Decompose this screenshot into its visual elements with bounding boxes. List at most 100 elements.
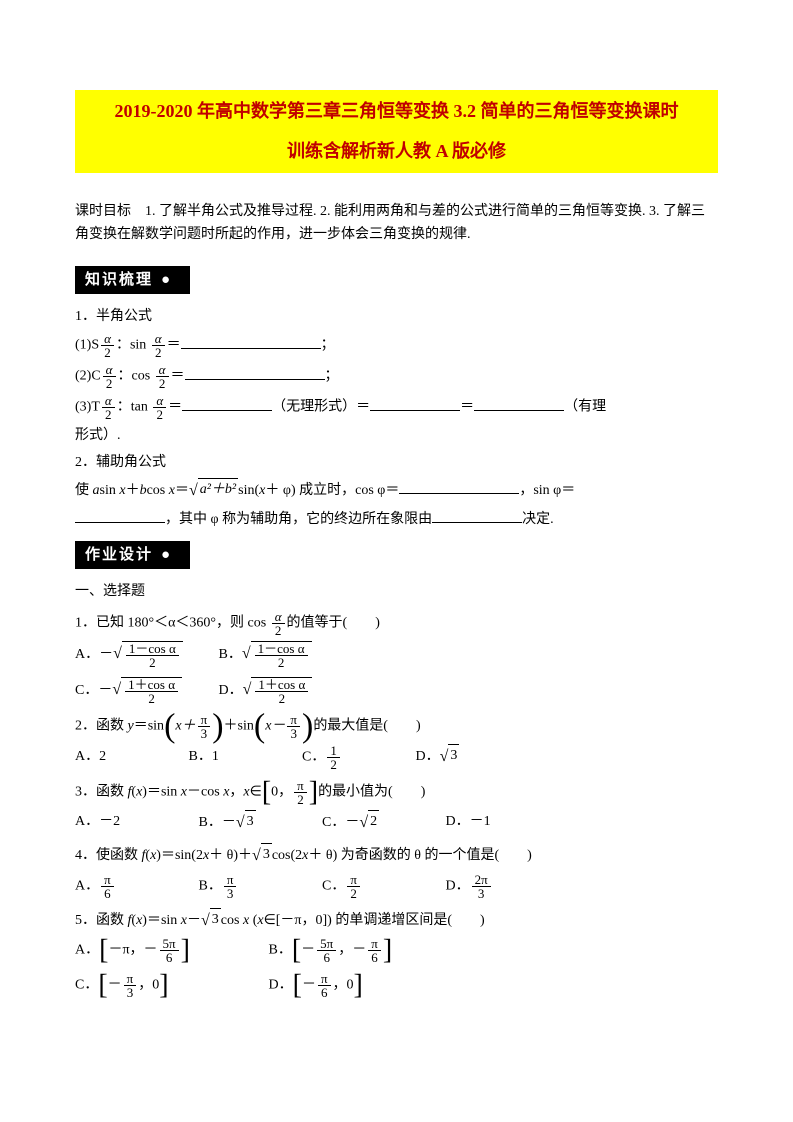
q4-opt-c: C．π2 — [322, 873, 442, 900]
rbracket: ] — [309, 776, 318, 807]
frac-den: 6 — [368, 950, 381, 964]
q4-opt-d: D．2π3 — [446, 873, 566, 900]
t: B． — [219, 647, 242, 662]
lparen: ( — [254, 707, 265, 744]
k2-heading: 2．辅助角公式 — [75, 452, 718, 474]
frac-den: 3 — [224, 886, 237, 900]
frac-num: π — [224, 873, 237, 886]
t: 的最小值为( ) — [318, 784, 425, 799]
rbracket: ] — [159, 970, 168, 1001]
k1-3-n3: （有理 — [564, 400, 606, 415]
q3-options: A．－2 B．－3 C．－2 D．－1 — [75, 810, 718, 836]
q3-opt-d: D．－1 — [446, 811, 566, 833]
section-band-homework: 作业设计 — [75, 541, 190, 569]
t: B． — [199, 878, 222, 893]
t: C． — [75, 978, 98, 993]
k1-3-body: ：tan — [117, 400, 152, 415]
frac-den: 2 — [103, 376, 116, 390]
k1-item-3: (3)Tα2：tan α2＝（无理形式）＝＝（有理 — [75, 394, 718, 421]
t: －cos — [187, 784, 223, 799]
frac-num: 1 — [327, 744, 340, 757]
k1-2-label: (2)C — [75, 369, 101, 384]
t: cos — [221, 913, 243, 928]
t: ＋sin — [224, 718, 254, 733]
k2-line1: 使 asin x＋bcos x＝a²＋b²sin(x＋ φ) 成立时，cos φ… — [75, 478, 718, 504]
t: 的最大值是( ) — [313, 718, 420, 733]
frac-num: α — [156, 363, 169, 376]
q1-stem-b: 的值等于( ) — [287, 615, 380, 630]
frac-den: 2 — [101, 345, 114, 359]
t: D． — [416, 749, 440, 764]
sqrt: 3 — [252, 843, 272, 869]
frac-den: 2 — [255, 655, 308, 669]
frac-num: α — [103, 363, 116, 376]
blank — [474, 396, 564, 411]
k1-3-n1: （无理形式）＝ — [272, 400, 370, 415]
t: ＝sin — [134, 718, 164, 733]
t: ＝sin — [147, 913, 181, 928]
var-b: b — [140, 483, 147, 498]
t: sin — [100, 483, 120, 498]
frac-den: 2 — [102, 407, 115, 421]
frac-num: 2π — [472, 873, 491, 886]
t: 4．使函数 — [75, 848, 142, 863]
lesson-goal: 课时目标 1. 了解半角公式及推导过程. 2. 能利用两角和与差的公式进行简单的… — [75, 201, 718, 246]
frac-den: 2 — [152, 345, 165, 359]
frac-den: 3 — [124, 985, 137, 999]
lparen: ( — [164, 707, 175, 744]
frac-num: π — [318, 972, 331, 985]
k1-3-n2: ＝ — [460, 400, 474, 415]
k1-1-body: ：sin — [116, 338, 150, 353]
q1-opt-b: B．1－cos α2 — [219, 641, 359, 669]
eq: ＝ — [168, 400, 182, 415]
frac-den: 2 — [153, 407, 166, 421]
t: ＋ θ) 为奇函数的 θ 的一个值是( ) — [308, 848, 531, 863]
t: ＝sin — [147, 784, 181, 799]
title-line-1: 2019-2020 年高中数学第三章三角恒等变换 3.2 简单的三角恒等变换课时 — [115, 101, 679, 121]
q3-opt-c: C．－2 — [322, 810, 442, 836]
question-4: 4．使函数 f(x)＝sin(2x＋ θ)＋3cos(2x＋ θ) 为奇函数的 … — [75, 843, 718, 869]
sqrt: 1－cos α2 — [113, 641, 183, 669]
frac-num: α — [152, 332, 165, 345]
t: ＝sin(2 — [161, 848, 203, 863]
frac-num: π — [368, 937, 381, 950]
eq: ＝ — [167, 338, 181, 353]
blank — [181, 334, 321, 349]
t: － — [108, 978, 122, 993]
q2-opt-d: D．3 — [416, 744, 526, 770]
frac-den: 2 — [327, 757, 340, 771]
title-line-2: 训练含解析新人教 A 版必修 — [287, 141, 506, 161]
rparen: ) — [302, 707, 313, 744]
t: ， — [229, 784, 243, 799]
rparen: ) — [212, 707, 223, 744]
t: 0， — [271, 784, 292, 799]
q4-options: A．π6 B．π3 C．π2 D．2π3 — [75, 873, 718, 900]
k1-item-2: (2)Cα2：cos α2＝； — [75, 363, 718, 390]
k1-1-label: (1)S — [75, 338, 99, 353]
sqrt-body: 3 — [210, 908, 221, 931]
lbracket: [ — [262, 776, 271, 807]
frac-den: 2 — [126, 655, 179, 669]
question-1: 1．已知 180°＜α＜360°，则 cos α2的值等于( ) — [75, 610, 718, 637]
q2-options: A．2 B．1 C．12 D．3 — [75, 744, 718, 771]
sqrt: 1－cos α2 — [242, 641, 312, 669]
frac-den: 3 — [287, 726, 300, 740]
t: ，sin φ＝ — [519, 483, 575, 498]
rbracket: ] — [354, 970, 363, 1001]
t: cos(2 — [272, 848, 302, 863]
t: B．－ — [199, 815, 236, 830]
rbracket: ] — [383, 935, 392, 966]
t: ∈ — [250, 784, 262, 799]
frac-den: 2 — [294, 792, 307, 806]
t: ，0 — [333, 978, 354, 993]
q3-opt-a: A．－2 — [75, 811, 195, 833]
t: ＋ θ)＋ — [209, 848, 252, 863]
sqrt: 3 — [440, 744, 460, 770]
t: A． — [75, 878, 99, 893]
q5-options-row2: C．[－π3，0] D．[－π6，0] — [75, 972, 718, 999]
eq: ＝ — [171, 369, 185, 384]
q3-opt-b: B．－3 — [199, 810, 319, 836]
k1-item-3b: 形式）. — [75, 425, 718, 447]
t: B． — [269, 943, 292, 958]
frac-num: π — [198, 713, 211, 726]
